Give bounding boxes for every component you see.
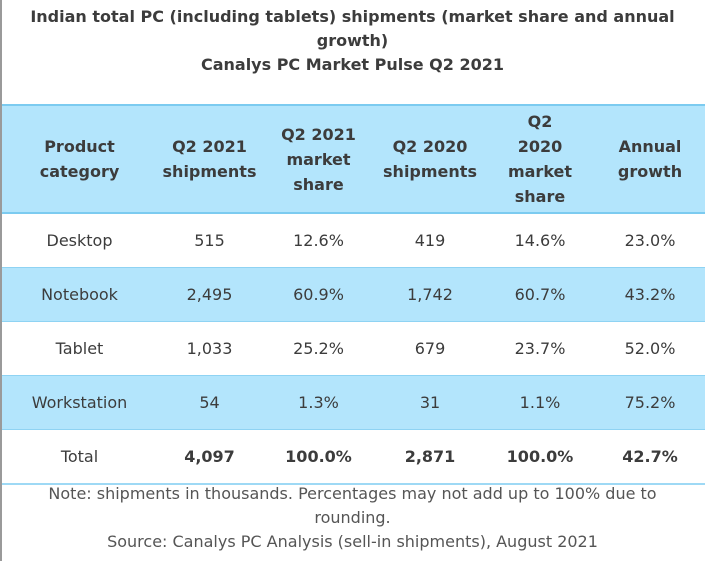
table-cell: Tablet [2,321,157,376]
table-cell: 2,871 [375,429,485,485]
table-cell: 1,033 [157,321,262,376]
title-line-2: Canalys PC Market Pulse Q2 2021 [200,55,505,74]
table-cell: 75.2% [595,375,705,430]
table-cell: 679 [375,321,485,376]
table-cell: 31 [375,375,485,430]
table-cell: 54 [157,375,262,430]
table-cell: 1,742 [375,267,485,322]
source-text: Source: Canalys PC Analysis (sell-in shi… [107,532,598,551]
header-cell: Annual growth [595,104,705,214]
shipments-table: Product category Q2 2021 shipments Q2 20… [2,104,705,485]
table-cell: Desktop [2,213,157,268]
header-cell: Q2 2020 shipments [375,104,485,214]
table-cell: Total [2,429,157,485]
table-cell: 4,097 [157,429,262,485]
table-cell: 1.1% [485,375,595,430]
header-cell: Product category [2,104,157,214]
table-cell: Notebook [2,267,157,322]
header-cell: Q2 2021 market share [262,104,375,214]
header-cell: Q2 2021 shipments [157,104,262,214]
note-text: Note: shipments in thousands. Percentage… [48,484,657,527]
table-cell: 25.2% [262,321,375,376]
header-cell: Q2 2020 market share [485,104,595,214]
table-title: Indian total PC (including tablets) ship… [0,0,705,104]
table-cell: 100.0% [485,429,595,485]
title-line-1: Indian total PC (including tablets) ship… [30,7,675,50]
table-cell: 23.7% [485,321,595,376]
header-row: Product category Q2 2021 shipments Q2 20… [2,104,705,214]
table-row: Tablet 1,033 25.2% 679 23.7% 52.0% [2,321,705,376]
table-cell: 14.6% [485,213,595,268]
table-cell: 60.9% [262,267,375,322]
table-cell: 2,495 [157,267,262,322]
total-row: Total 4,097 100.0% 2,871 100.0% 42.7% [2,429,705,485]
table-row: Workstation 54 1.3% 31 1.1% 75.2% [2,375,705,430]
table-cell: 52.0% [595,321,705,376]
table-cell: 100.0% [262,429,375,485]
table-cell: 43.2% [595,267,705,322]
table-row: Desktop 515 12.6% 419 14.6% 23.0% [2,213,705,268]
table-cell: 42.7% [595,429,705,485]
footnote: Note: shipments in thousands. Percentage… [0,482,705,554]
table-cell: 60.7% [485,267,595,322]
table-cell: 12.6% [262,213,375,268]
table-cell: Workstation [2,375,157,430]
table-row: Notebook 2,495 60.9% 1,742 60.7% 43.2% [2,267,705,322]
table-cell: 1.3% [262,375,375,430]
table-cell: 515 [157,213,262,268]
table-cell: 23.0% [595,213,705,268]
table-cell: 419 [375,213,485,268]
